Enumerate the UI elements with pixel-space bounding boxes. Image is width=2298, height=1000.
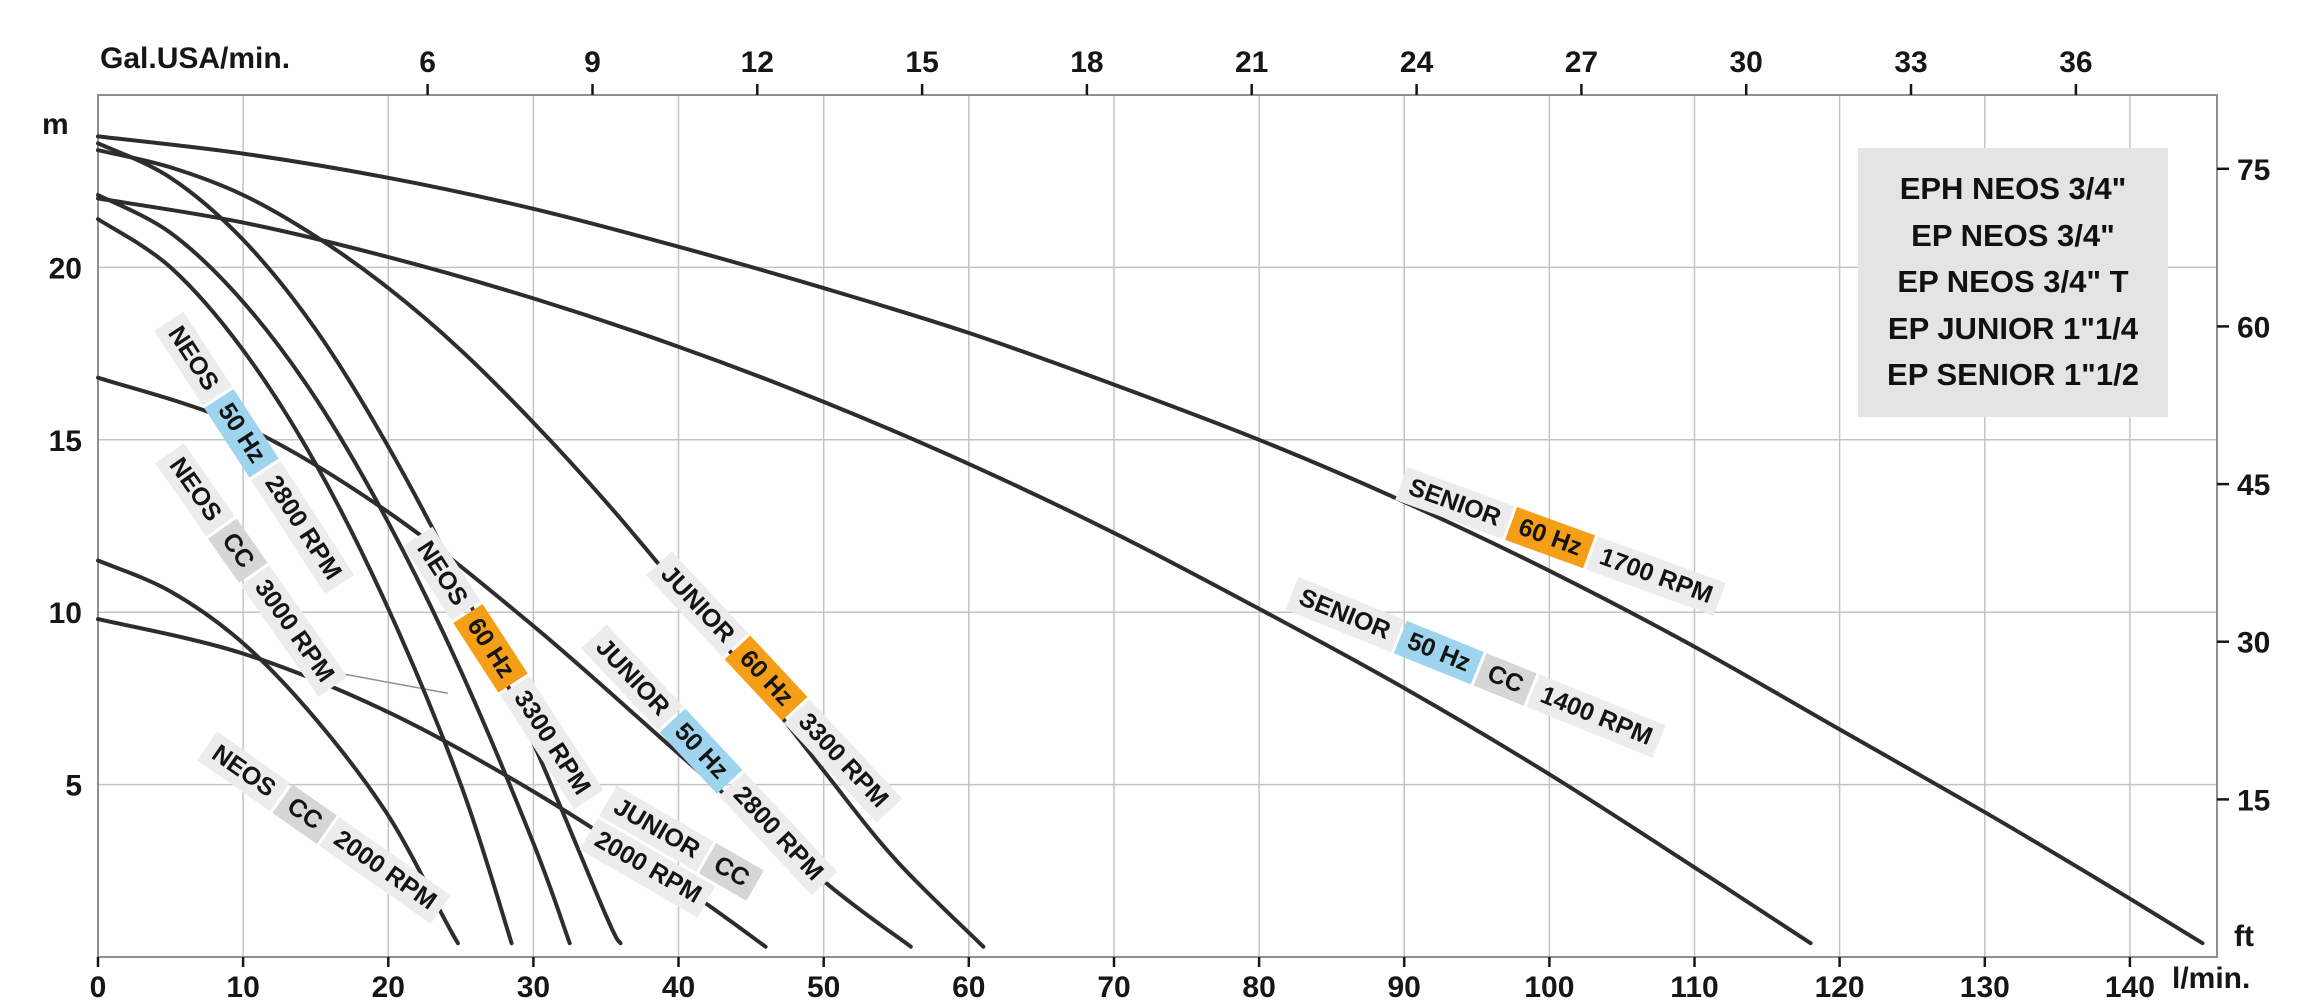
- curve-neos-50hz-2800: [96, 217, 514, 946]
- right-tick-label: 15: [2237, 784, 2270, 817]
- right-tick-label: 60: [2237, 311, 2270, 344]
- top-tick-label: 9: [584, 46, 601, 79]
- bottom-tick-label: 60: [952, 971, 985, 1000]
- left-tick-label: 20: [49, 252, 82, 285]
- bottom-tick-label: 130: [1960, 971, 2010, 1000]
- left-tick-label: 15: [49, 425, 82, 458]
- curve-senior-60hz-1700: [96, 134, 2205, 946]
- bottom-tick-label: 10: [226, 971, 259, 1000]
- bottom-tick-label: 110: [1670, 971, 1718, 1000]
- top-tick-label: 6: [419, 46, 436, 79]
- bottom-tick-label: 100: [1524, 971, 1574, 1000]
- bottom-tick-label: 80: [1242, 971, 1275, 1000]
- top-tick-label: 24: [1400, 46, 1434, 79]
- right-tick-label: 75: [2237, 154, 2270, 187]
- top-tick-label: 33: [1894, 46, 1927, 79]
- label-leader-line: [344, 673, 448, 694]
- top-tick-label: 15: [905, 46, 938, 79]
- top-axis-ticks: 6 9 12 15 18 21 24 27 30 33 36: [419, 46, 2093, 95]
- legend-line: EP NEOS 3/4" T: [1897, 264, 2129, 299]
- curve-junior-50hz-2800: [96, 375, 913, 949]
- left-tick-label: 10: [49, 597, 82, 630]
- bottom-tick-label: 20: [372, 971, 405, 1000]
- top-tick-label: 12: [741, 46, 774, 79]
- bottom-tick-label: 40: [662, 971, 695, 1000]
- bottom-tick-label: 120: [1815, 971, 1865, 1000]
- legend-line: EP NEOS 3/4": [1911, 217, 2115, 253]
- legend-box: EPH NEOS 3/4" EP NEOS 3/4" EP NEOS 3/4" T E…: [1858, 148, 2168, 417]
- curve-neos-cc-2000: [96, 558, 460, 946]
- curve-neos-cc-3000: [96, 193, 572, 946]
- bottom-axis-unit-label: l/min.: [2172, 962, 2251, 995]
- top-tick-label: 36: [2059, 46, 2092, 79]
- top-tick-label: 18: [1070, 46, 1103, 79]
- bottom-tick-label: 50: [807, 971, 840, 1000]
- legend-line: EP SENIOR 1"1/2: [1887, 357, 2139, 392]
- left-axis-ticks: 5 10 15 20: [49, 252, 82, 802]
- plot-frame: [97, 94, 2218, 958]
- right-tick-label: 45: [2237, 469, 2270, 502]
- bottom-axis-ticks: 0 10 20 30 40 50 60 70 80 90 100 110 120 130 140: [90, 957, 2155, 1000]
- right-axis-unit-label: ft: [2234, 920, 2254, 953]
- right-axis-ticks: 15 30 45 60 75: [2217, 154, 2270, 817]
- bottom-tick-label: 30: [517, 971, 550, 1000]
- bottom-tick-label: 70: [1097, 971, 1130, 1000]
- bottom-tick-label: 140: [2105, 971, 2155, 1000]
- bottom-tick-label: 0: [90, 971, 107, 1000]
- top-axis-unit-label: Gal.USA/min.: [100, 42, 291, 75]
- left-axis-unit-label: m: [42, 108, 69, 141]
- top-tick-label: 30: [1730, 46, 1763, 79]
- right-tick-label: 30: [2237, 627, 2270, 660]
- legend-line: EPH NEOS 3/4": [1899, 171, 2127, 206]
- left-tick-label: 5: [65, 770, 82, 803]
- curve-junior-60hz-3300: [96, 148, 986, 949]
- curve-senior-50hz-cc-1400: [96, 196, 1813, 946]
- top-tick-label: 21: [1235, 46, 1268, 79]
- curve-neos-60hz-3300: [96, 141, 623, 946]
- legend-line: EP JUNIOR 1"1/4: [1887, 310, 2139, 346]
- bottom-tick-label: 90: [1388, 971, 1421, 1000]
- top-tick-label: 27: [1565, 46, 1598, 79]
